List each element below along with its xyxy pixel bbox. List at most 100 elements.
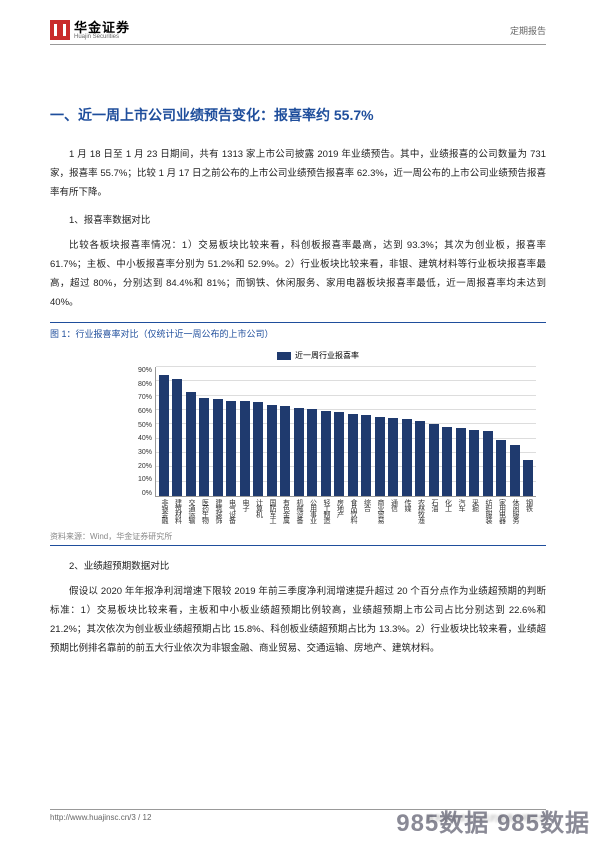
- x-tick-label: 医药生物: [198, 499, 209, 539]
- legend-swatch: [277, 352, 291, 360]
- x-tick-label: 计算机: [252, 499, 263, 539]
- bar-column: [320, 411, 331, 496]
- logo-en: Huajin Securities: [74, 34, 130, 40]
- bar-column: [226, 401, 237, 496]
- header-right: 定期报告: [510, 24, 546, 37]
- bar-column: [280, 406, 291, 496]
- y-tick-label: 90%: [138, 367, 152, 374]
- footer-left: http://www.huajinsc.cn/3 / 12: [50, 813, 151, 824]
- x-tick-label: 机械设备: [292, 499, 303, 539]
- bar-column: [212, 399, 223, 496]
- paragraph-1: 1 月 18 日至 1 月 23 日期间，共有 1313 家上市公司披露 201…: [50, 145, 546, 202]
- bar: [510, 445, 520, 496]
- bar: [402, 419, 412, 496]
- bar: [469, 430, 479, 496]
- bar: [375, 417, 385, 496]
- bar: [267, 405, 277, 496]
- bar: [483, 431, 493, 496]
- x-tick-label: 传媒: [400, 499, 411, 539]
- bar: [253, 402, 263, 496]
- bar-column: [239, 401, 250, 496]
- figure-title: 图 1：行业报喜率对比（仅统计近一周公布的上市公司）: [50, 322, 546, 340]
- x-tick-label: 轻工制造: [319, 499, 330, 539]
- bar-chart: 90%80%70%60%50%40%30%20%10%0% 非银金融建筑材料交通…: [138, 367, 498, 517]
- y-tick-label: 60%: [138, 408, 152, 415]
- bar-column: [428, 424, 439, 496]
- x-tick-label: 国防军工: [265, 499, 276, 539]
- x-tick-label: 汽车: [454, 499, 465, 539]
- bar-column: [347, 414, 358, 496]
- bar-column: [307, 409, 318, 496]
- x-tick-label: 家用电器: [495, 499, 506, 539]
- page-header: 华金证券 Huajin Securities 定期报告: [50, 20, 546, 45]
- bar: [172, 379, 182, 496]
- x-tick-label: 有色金属: [279, 499, 290, 539]
- bar-column: [401, 419, 412, 496]
- bar: [199, 398, 209, 496]
- bar: [523, 460, 533, 496]
- bar: [213, 399, 223, 496]
- bar-column: [482, 431, 493, 496]
- bar-column: [253, 402, 264, 496]
- y-tick-label: 0%: [142, 490, 152, 497]
- x-tick-label: 休闲服务: [508, 499, 519, 539]
- bar-column: [199, 398, 210, 496]
- bar: [186, 392, 196, 496]
- x-tick-label: 采掘: [468, 499, 479, 539]
- x-tick-label: 商业贸易: [373, 499, 384, 539]
- bar: [456, 428, 466, 496]
- x-tick-label: 食品饮料: [346, 499, 357, 539]
- x-tick-label: 建筑装饰: [211, 499, 222, 539]
- plot-area: [155, 367, 536, 497]
- bar: [294, 408, 304, 496]
- y-tick-label: 20%: [138, 463, 152, 470]
- bar-column: [442, 427, 453, 496]
- bar-column: [334, 412, 345, 496]
- bar: [361, 415, 371, 496]
- legend-label: 近一周行业报喜率: [295, 350, 359, 361]
- bar-column: [172, 379, 183, 496]
- bar: [334, 412, 344, 496]
- x-tick-label: 钢铁: [522, 499, 533, 539]
- bar-column: [266, 405, 277, 496]
- x-axis-labels: 非银金融建筑材料交通运输医药生物建筑装饰电气设备电子计算机国防军工有色金属机械设…: [155, 499, 536, 539]
- y-tick-label: 70%: [138, 394, 152, 401]
- bar-column: [361, 415, 372, 496]
- x-tick-label: 纺织服装: [481, 499, 492, 539]
- x-tick-label: 通信: [387, 499, 398, 539]
- bar: [429, 424, 439, 496]
- x-tick-label: 石油: [427, 499, 438, 539]
- section-title: 一、近一周上市公司业绩预告变化：报喜率约 55.7%: [50, 105, 546, 125]
- bar-column: [496, 440, 507, 496]
- bar-column: [374, 417, 385, 496]
- bar: [415, 421, 425, 496]
- logo-cn: 华金证券: [74, 21, 130, 34]
- x-tick-label: 化工: [441, 499, 452, 539]
- bar: [442, 427, 452, 496]
- y-tick-label: 30%: [138, 449, 152, 456]
- chart-legend: 近一周行业报喜率: [138, 350, 498, 361]
- y-tick-label: 80%: [138, 381, 152, 388]
- bar: [496, 440, 506, 496]
- subheading-1: 1、报喜率数据对比: [50, 212, 546, 226]
- x-tick-label: 交通运输: [184, 499, 195, 539]
- watermark: 985数据 985数据: [396, 803, 590, 838]
- bar: [321, 411, 331, 496]
- bar: [280, 406, 290, 496]
- bar-column: [158, 375, 169, 496]
- x-tick-label: 农林牧渔: [414, 499, 425, 539]
- bar-column: [469, 430, 480, 496]
- chart-container: 近一周行业报喜率 90%80%70%60%50%40%30%20%10%0% 非…: [98, 350, 498, 517]
- bar: [307, 409, 317, 496]
- bar-column: [293, 408, 304, 496]
- bar: [348, 414, 358, 496]
- bar: [226, 401, 236, 496]
- y-axis: 90%80%70%60%50%40%30%20%10%0%: [138, 367, 155, 497]
- x-tick-label: 房地产: [333, 499, 344, 539]
- bar: [240, 401, 250, 496]
- subheading-2: 2、业绩超预期数据对比: [50, 558, 546, 572]
- logo-mark: [50, 20, 70, 40]
- x-tick-label: 电气设备: [225, 499, 236, 539]
- bar-column: [509, 445, 520, 496]
- y-tick-label: 40%: [138, 435, 152, 442]
